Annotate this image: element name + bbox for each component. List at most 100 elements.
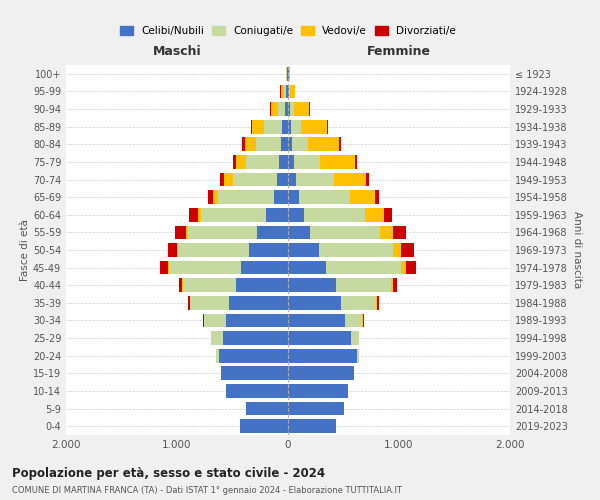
Text: Maschi: Maschi xyxy=(152,44,202,58)
Bar xyxy=(358,349,359,362)
Bar xyxy=(281,138,288,151)
Bar xyxy=(281,84,284,98)
Bar xyxy=(377,296,379,310)
Bar xyxy=(308,138,340,151)
Bar xyxy=(301,120,327,134)
Y-axis label: Anni di nascita: Anni di nascita xyxy=(572,212,581,288)
Bar xyxy=(355,155,357,169)
Bar xyxy=(375,190,379,204)
Bar xyxy=(363,314,364,328)
Bar xyxy=(326,260,401,274)
Bar xyxy=(310,226,380,239)
Bar xyxy=(274,190,288,204)
Y-axis label: Fasce di età: Fasce di età xyxy=(20,219,30,281)
Bar xyxy=(391,278,392,292)
Bar xyxy=(291,120,301,134)
Bar xyxy=(249,243,288,257)
Bar xyxy=(229,296,288,310)
Bar xyxy=(350,190,375,204)
Bar xyxy=(219,349,288,362)
Bar xyxy=(287,67,288,80)
Legend: Celibi/Nubili, Coniugati/e, Vedovi/e, Divorziati/e: Celibi/Nubili, Coniugati/e, Vedovi/e, Di… xyxy=(116,22,460,40)
Bar xyxy=(394,226,406,239)
Bar xyxy=(284,84,286,98)
Bar xyxy=(218,190,274,204)
Bar xyxy=(223,331,288,345)
Bar xyxy=(286,84,288,98)
Bar xyxy=(401,243,414,257)
Bar xyxy=(376,296,377,310)
Bar xyxy=(288,296,341,310)
Bar xyxy=(288,138,292,151)
Text: Femmine: Femmine xyxy=(367,44,431,58)
Bar xyxy=(288,349,358,362)
Bar xyxy=(351,331,359,345)
Bar xyxy=(288,384,349,398)
Bar xyxy=(289,84,290,98)
Bar xyxy=(246,402,288,415)
Bar xyxy=(294,102,310,116)
Bar xyxy=(327,120,328,134)
Bar xyxy=(341,296,376,310)
Bar xyxy=(175,226,186,239)
Bar xyxy=(251,120,253,134)
Bar xyxy=(336,278,391,292)
Bar xyxy=(288,172,296,186)
Bar xyxy=(340,138,341,151)
Bar xyxy=(246,155,279,169)
Bar xyxy=(288,402,344,415)
Bar xyxy=(288,366,354,380)
Bar xyxy=(292,138,308,151)
Bar xyxy=(236,155,246,169)
Bar xyxy=(392,278,397,292)
Bar xyxy=(365,208,384,222)
Bar xyxy=(233,155,236,169)
Bar xyxy=(288,314,345,328)
Bar xyxy=(319,243,393,257)
Bar xyxy=(290,84,295,98)
Bar xyxy=(182,278,236,292)
Bar xyxy=(211,331,223,345)
Bar xyxy=(288,84,289,98)
Bar xyxy=(277,172,288,186)
Bar xyxy=(220,172,224,186)
Bar xyxy=(294,155,320,169)
Bar xyxy=(284,102,288,116)
Bar xyxy=(208,190,212,204)
Bar xyxy=(288,155,294,169)
Bar xyxy=(242,138,245,151)
Bar xyxy=(380,226,394,239)
Bar xyxy=(226,384,288,398)
Bar xyxy=(256,138,281,151)
Bar xyxy=(296,172,334,186)
Bar xyxy=(186,226,188,239)
Bar xyxy=(406,260,416,274)
Bar xyxy=(236,278,288,292)
Bar xyxy=(271,102,278,116)
Bar xyxy=(253,120,263,134)
Text: COMUNE DI MARTINA FRANCA (TA) - Dati ISTAT 1° gennaio 2024 - Elaborazione TUTTIT: COMUNE DI MARTINA FRANCA (TA) - Dati IST… xyxy=(12,486,402,495)
Bar xyxy=(288,331,351,345)
Bar xyxy=(188,296,190,310)
Bar xyxy=(288,420,336,433)
Bar xyxy=(232,172,277,186)
Bar xyxy=(190,296,229,310)
Bar xyxy=(160,260,168,274)
Bar xyxy=(288,243,319,257)
Bar xyxy=(279,155,288,169)
Bar xyxy=(216,349,219,362)
Bar xyxy=(189,208,198,222)
Bar xyxy=(168,260,169,274)
Bar xyxy=(288,260,326,274)
Bar xyxy=(177,243,178,257)
Bar xyxy=(320,155,355,169)
Bar xyxy=(288,67,289,80)
Bar xyxy=(393,243,401,257)
Bar xyxy=(203,314,226,328)
Bar xyxy=(212,190,218,204)
Bar xyxy=(288,226,310,239)
Text: Popolazione per età, sesso e stato civile - 2024: Popolazione per età, sesso e stato civil… xyxy=(12,468,325,480)
Bar xyxy=(283,120,288,134)
Bar xyxy=(299,190,350,204)
Bar xyxy=(221,366,288,380)
